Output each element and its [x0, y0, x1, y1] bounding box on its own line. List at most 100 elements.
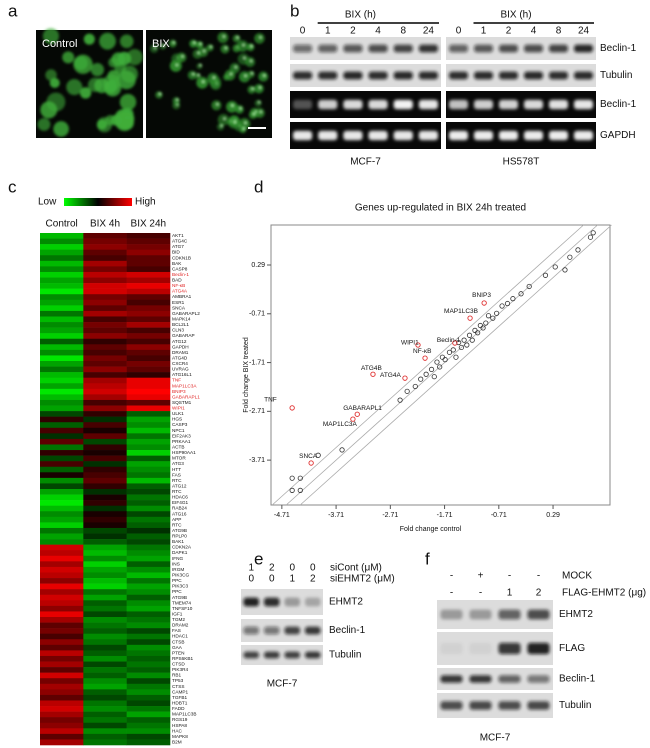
dose: +: [478, 571, 484, 582]
legend-high: High: [135, 197, 156, 208]
heatmap-cell: [126, 639, 171, 646]
puncta: [197, 51, 200, 55]
cell: [155, 91, 163, 99]
gene-label: RGS19: [172, 717, 188, 722]
puncta: [181, 55, 184, 58]
point: [480, 325, 486, 331]
point-label: WIPI1: [401, 340, 419, 347]
heatmap-cell: [83, 611, 127, 618]
lane-label: 1: [325, 26, 331, 37]
heatmap-cell: [83, 667, 127, 673]
row-label: FLAG: [559, 643, 585, 654]
heatmap-cell: [126, 617, 171, 623]
cell-line: HS578T: [503, 157, 540, 168]
gene-label: TMEM74: [172, 600, 191, 605]
gene-label: PRKAA1: [172, 439, 191, 444]
point: [490, 315, 496, 321]
gene-label: CTSB: [172, 639, 185, 644]
heatmap-cell: [126, 505, 171, 512]
heatmap-cell: [83, 394, 127, 401]
heatmap-cell: [40, 655, 84, 662]
heatmap-cell: [83, 333, 127, 340]
cell: [220, 44, 230, 54]
point-label: Beclin-1: [437, 337, 461, 344]
heatmap-cell: [126, 377, 171, 384]
gene-label: TP53: [172, 678, 184, 683]
heatmap-cell: [40, 555, 84, 562]
band: [418, 130, 438, 141]
band: [393, 99, 413, 110]
gene-label: MAP1LC3B: [172, 712, 197, 717]
gene-label: IRGM: [172, 567, 184, 572]
heatmap-cell: [83, 605, 127, 612]
heatmap-cell: [83, 233, 127, 239]
x-tick-label: -1.71: [437, 512, 453, 519]
gene-label: IFNG: [172, 556, 184, 561]
heatmap-cell: [40, 633, 84, 640]
puncta: [244, 74, 247, 77]
heatmap-cell: [83, 505, 127, 512]
heatmap-cell: [40, 511, 84, 518]
condition-label: MOCK: [562, 571, 592, 582]
heatmap-cell: [40, 455, 84, 462]
heatmap-cell: [126, 739, 171, 746]
gene-label: GAA: [172, 645, 183, 650]
cell: [46, 92, 66, 112]
heatmap-cell: [83, 266, 127, 273]
heatmap-cell: [40, 266, 84, 273]
panel-letter: a: [8, 1, 18, 20]
heatmap-cell: [83, 550, 127, 557]
x-axis-label: Fold change control: [400, 526, 462, 533]
gene-label: WIPI1: [172, 406, 185, 411]
puncta: [222, 35, 226, 38]
gene-label: HDBT1: [172, 700, 188, 705]
heatmap-cell: [126, 489, 171, 495]
heatmap-cell: [126, 260, 171, 267]
gene-label: PPC: [172, 578, 182, 583]
heatmap-cell: [40, 310, 84, 317]
cell: [254, 33, 265, 44]
gene-label: CLN3: [172, 328, 184, 333]
dose: 0: [269, 574, 275, 585]
heatmap-cell: [40, 427, 84, 434]
lane-label: 8: [556, 26, 562, 37]
labeled-point: [350, 416, 356, 422]
point-label: NF-κB: [413, 348, 431, 355]
band: [393, 44, 413, 53]
heatmap-cell: [40, 550, 84, 557]
heatmap-cell: [126, 472, 171, 479]
heatmap-cell: [40, 316, 84, 323]
heatmap-cell: [126, 244, 171, 250]
band: [343, 99, 363, 110]
heatmap-cell: [83, 338, 127, 345]
heatmap-cell: [126, 322, 171, 328]
row-label: EHMT2: [559, 609, 593, 620]
heatmap-cell: [126, 566, 171, 573]
heatmap-cell: [40, 361, 84, 367]
blot: [446, 37, 596, 60]
point: [446, 349, 453, 355]
heatmap-cell: [126, 477, 171, 484]
cell: [232, 34, 241, 43]
puncta: [220, 124, 223, 127]
puncta: [229, 72, 233, 76]
heatmap-cell: [40, 594, 84, 601]
heatmap-cell: [40, 711, 84, 718]
heatmap-cell: [83, 522, 127, 529]
puncta: [202, 49, 206, 53]
point: [456, 339, 462, 346]
point: [434, 359, 440, 365]
dose: -: [450, 571, 453, 582]
heatmap-cell: [126, 461, 171, 468]
blot: [446, 64, 596, 87]
puncta: [244, 121, 247, 125]
heatmap-cell: [126, 694, 171, 701]
heatmap-cell: [83, 583, 127, 590]
image-label: BIX: [152, 38, 170, 50]
point: [472, 327, 478, 333]
heatmap-cell: [83, 527, 127, 534]
gene-label: GABARAPL1: [172, 394, 200, 399]
labeled-point: [354, 411, 360, 417]
band: [293, 71, 313, 80]
gene-label: AKT1: [172, 233, 184, 238]
